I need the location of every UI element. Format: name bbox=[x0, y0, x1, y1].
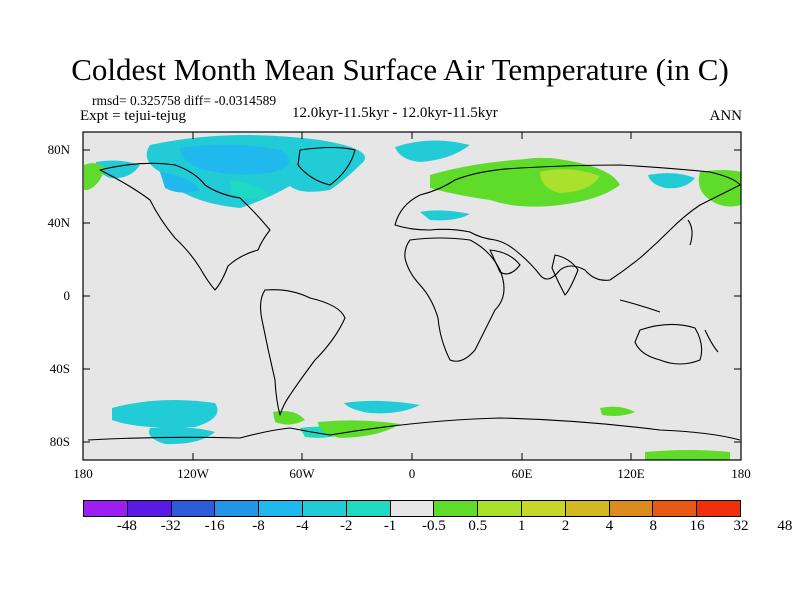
colorbar-label: 2 bbox=[561, 518, 570, 534]
colorbar-label: -32 bbox=[160, 518, 181, 534]
colorbar-label: 16 bbox=[689, 518, 705, 534]
experiment-label: Expt = tejui-tejug bbox=[80, 108, 186, 124]
colorbar-label: -0.5 bbox=[422, 518, 446, 534]
lon-tick-label: 180 bbox=[73, 466, 93, 481]
colorbar-swatch bbox=[127, 501, 172, 516]
colorbar-label: 0.5 bbox=[468, 518, 488, 534]
colorbar-label: 48 bbox=[777, 518, 793, 534]
strong-negative-anomaly-regions bbox=[160, 144, 289, 193]
lat-tick-label: 40S bbox=[49, 361, 70, 376]
colorbar-label: -16 bbox=[204, 518, 225, 534]
colorbar-swatch bbox=[171, 501, 216, 516]
colorbar-swatch bbox=[302, 501, 347, 516]
colorbar-label: 1 bbox=[517, 518, 526, 534]
colorbar-swatch bbox=[434, 501, 479, 516]
colorbar-swatch bbox=[697, 501, 740, 516]
colorbar-swatch bbox=[259, 501, 303, 516]
lon-tick-label: 0 bbox=[408, 466, 416, 481]
colorbar-swatch bbox=[521, 501, 566, 516]
colorbar-label: -1 bbox=[383, 518, 397, 534]
colorbar-label: 4 bbox=[605, 518, 614, 534]
period-subtitle: 12.0kyr-11.5kyr - 12.0kyr-11.5kyr bbox=[292, 105, 498, 121]
colorbar-label: 8 bbox=[649, 518, 658, 534]
lat-tick-label: 80N bbox=[47, 142, 70, 157]
coastlines bbox=[87, 146, 741, 441]
colorbar-swatch bbox=[215, 501, 260, 516]
colorbar-label: 32 bbox=[733, 518, 749, 534]
moderate-positive-anomaly-regions bbox=[540, 169, 600, 193]
lat-tick-label: 80S bbox=[49, 434, 70, 449]
lon-tick-label: 180 bbox=[731, 466, 751, 481]
lat-tick-label: 0 bbox=[63, 288, 71, 303]
lon-tick-label: 120W bbox=[177, 466, 209, 481]
stats-line: rmsd= 0.325758 diff= -0.0314589 bbox=[92, 93, 277, 108]
colorbar-label: -4 bbox=[296, 518, 309, 534]
colorbar-swatch bbox=[609, 501, 654, 516]
lon-tick-label: 120E bbox=[617, 466, 645, 481]
season-label: ANN bbox=[709, 108, 743, 124]
map-title: Coldest Month Mean Surface Air Temperatu… bbox=[71, 52, 729, 87]
colorbar-swatch bbox=[390, 501, 435, 516]
lat-tick-label: 40N bbox=[47, 215, 70, 230]
colorbar-label: -48 bbox=[116, 518, 137, 534]
colorbar bbox=[83, 500, 741, 517]
colorbar-swatch bbox=[565, 501, 610, 516]
colorbar-label: -2 bbox=[339, 518, 353, 534]
axis-ticks bbox=[82, 132, 742, 460]
colorbar-swatch bbox=[346, 501, 391, 516]
colorbar-label: -8 bbox=[252, 518, 265, 534]
colorbar-swatch bbox=[653, 501, 698, 516]
colorbar-swatch bbox=[84, 501, 128, 516]
colorbar-swatch bbox=[478, 501, 522, 516]
lon-tick-label: 60W bbox=[289, 466, 315, 481]
lon-tick-label: 60E bbox=[511, 466, 533, 481]
